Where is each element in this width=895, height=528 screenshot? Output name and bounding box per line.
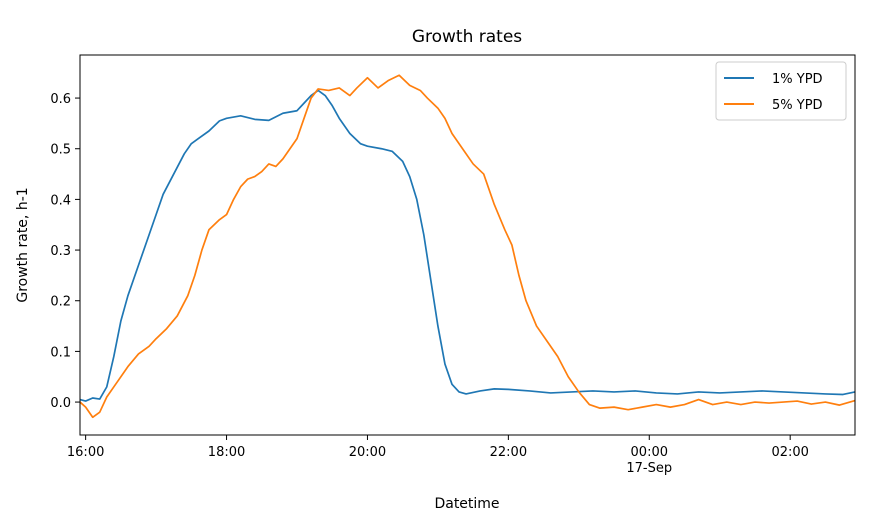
x-tick-label: 02:00 [771,445,808,460]
y-tick-label: 0.4 [50,193,71,208]
chart-title: Growth rates [412,27,522,47]
x-tick-label: 20:00 [349,445,386,460]
x-tick-label: 18:00 [208,445,245,460]
x-tick-label: 16:00 [67,445,104,460]
y-tick-label: 0.5 [50,143,71,158]
legend-label-1pct-ypd: 1% YPD [772,72,823,87]
y-axis-title: Growth rate, h-1 [15,187,31,302]
x-tick-sublabel: 17-Sep [626,461,672,476]
y-tick-label: 0.2 [50,295,71,310]
x-tick-label: 00:00 [631,445,668,460]
x-tick-label: 22:00 [490,445,527,460]
legend: 1% YPD 5% YPD [715,61,847,121]
y-tick-label: 0.6 [50,92,71,107]
y-axis: 0.0 0.1 0.2 0.3 0.4 0.5 0.6 [50,92,80,411]
y-tick-label: 0.3 [50,244,71,259]
y-tick-label: 0.1 [50,345,71,360]
legend-label-5pct-ypd: 5% YPD [772,98,823,113]
legend-box [715,61,847,121]
x-axis-title: Datetime [434,496,499,512]
series-line-1pct-ypd [79,89,856,402]
y-tick-label: 0.0 [50,396,71,411]
plot-lines [79,74,856,419]
plot-frame [79,54,856,436]
series-line-5pct-ypd [79,74,856,419]
